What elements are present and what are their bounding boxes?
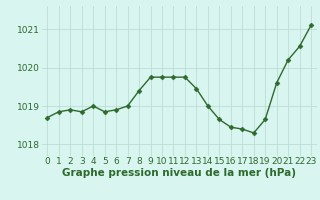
X-axis label: Graphe pression niveau de la mer (hPa): Graphe pression niveau de la mer (hPa)	[62, 168, 296, 178]
